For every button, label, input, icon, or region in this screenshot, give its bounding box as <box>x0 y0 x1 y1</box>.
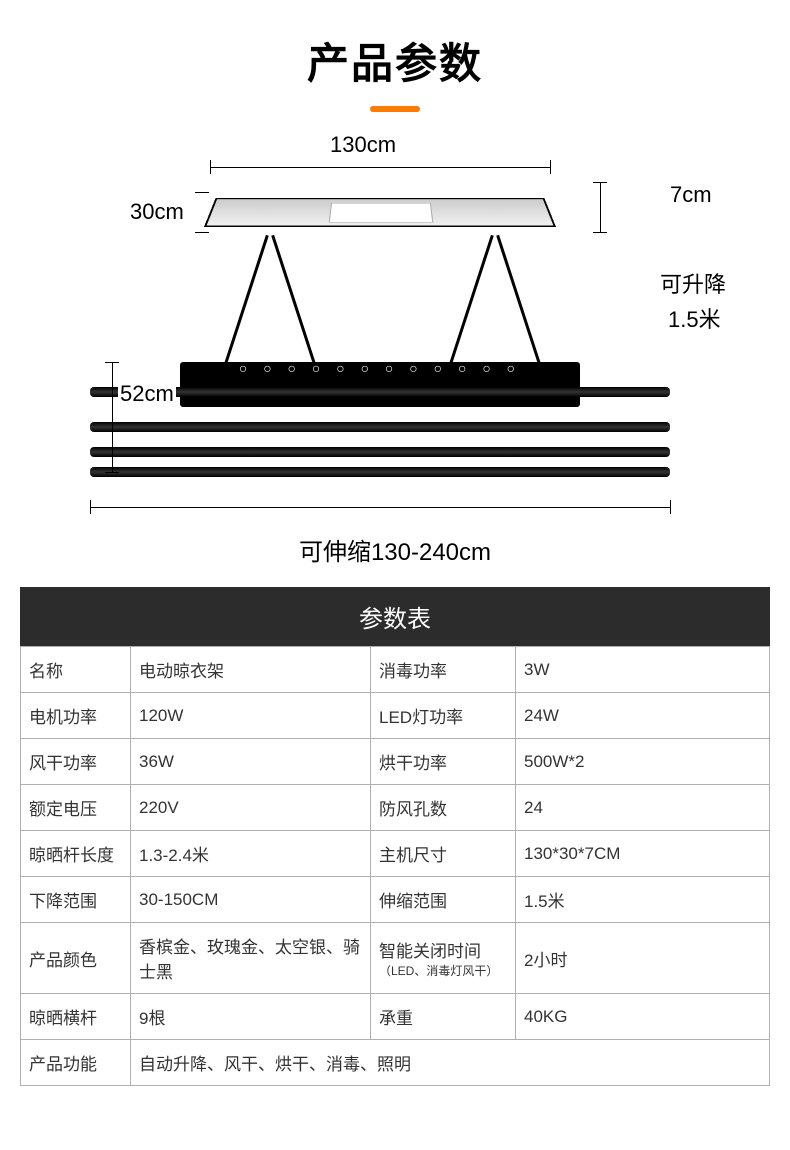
spec-value: 9根 <box>131 994 371 1040</box>
spec-value: 3W <box>516 647 770 693</box>
spec-label: 主机尺寸 <box>371 831 516 877</box>
rack-illustration <box>90 362 670 482</box>
table-row: 风干功率36W烘干功率500W*2 <box>21 739 770 785</box>
product-diagram: 130cm 30cm 7cm 可升降 1.5米 52cm <box>20 137 770 567</box>
dim-depth: 30cm <box>130 199 184 225</box>
dim-tick <box>670 500 671 514</box>
specs-table: 名称电动晾衣架消毒功率3W电机功率120WLED灯功率24W风干功率36W烘干功… <box>20 646 770 1086</box>
table-row: 晾晒杆长度1.3-2.4米主机尺寸130*30*7CM <box>21 831 770 877</box>
rack-bar <box>90 467 670 477</box>
dim-top-width: 130cm <box>330 132 396 158</box>
scissor-arm <box>271 235 316 364</box>
spec-label: 智能关闭时间（LED、消毒灯风干） <box>371 923 516 994</box>
specs-section: 参数表 名称电动晾衣架消毒功率3W电机功率120WLED灯功率24W风干功率36… <box>20 587 770 1086</box>
spec-label: 烘干功率 <box>371 739 516 785</box>
rack-main-body <box>180 362 580 407</box>
dim-tick <box>105 472 119 473</box>
specs-table-header: 参数表 <box>20 587 770 646</box>
spec-label: 承重 <box>371 994 516 1040</box>
spec-value: 40KG <box>516 994 770 1040</box>
dim-thickness-line <box>600 182 601 232</box>
spec-label: 消毒功率 <box>371 647 516 693</box>
dim-tick <box>593 182 607 183</box>
spec-label-note: （LED、消毒灯风干） <box>379 962 507 979</box>
table-row: 下降范围30-150CM伸缩范围1.5米 <box>21 877 770 923</box>
rack-bar <box>90 422 670 432</box>
spec-value: 500W*2 <box>516 739 770 785</box>
spec-label: 名称 <box>21 647 131 693</box>
dim-bottom-line <box>90 507 670 508</box>
table-row: 电机功率120WLED灯功率24W <box>21 693 770 739</box>
rack-bar <box>90 387 670 397</box>
spec-value: 120W <box>131 693 371 739</box>
spec-label: 晾晒杆长度 <box>21 831 131 877</box>
table-row: 名称电动晾衣架消毒功率3W <box>21 647 770 693</box>
dim-tick <box>90 500 91 514</box>
scissor-arm <box>224 235 269 364</box>
spec-value: 24W <box>516 693 770 739</box>
dim-lift-value: 1.5米 <box>668 302 721 334</box>
spec-label: LED灯功率 <box>371 693 516 739</box>
spec-label: 电机功率 <box>21 693 131 739</box>
dim-side-line <box>112 362 113 472</box>
table-row: 晾晒横杆9根承重40KG <box>21 994 770 1040</box>
spec-value: 30-150CM <box>131 877 371 923</box>
spec-value: 130*30*7CM <box>516 831 770 877</box>
scissor-arm <box>449 235 494 364</box>
spec-value: 36W <box>131 739 371 785</box>
spec-value: 220V <box>131 785 371 831</box>
dim-top-line <box>210 167 550 168</box>
spec-label: 产品功能 <box>21 1040 131 1086</box>
scissor-arm <box>496 235 541 364</box>
ceiling-unit-illustration <box>204 198 556 227</box>
spec-value: 1.5米 <box>516 877 770 923</box>
dim-tick <box>195 192 209 193</box>
table-row: 额定电压220V防风孔数24 <box>21 785 770 831</box>
table-row: 产品功能自动升降、风干、烘干、消毒、照明 <box>21 1040 770 1086</box>
spec-value: 自动升降、风干、烘干、消毒、照明 <box>131 1040 770 1086</box>
spec-value: 2小时 <box>516 923 770 994</box>
dim-lift-label: 可升降 <box>660 267 726 299</box>
dim-extend-label: 可伸缩130-240cm <box>20 532 770 567</box>
dim-thickness: 7cm <box>670 182 712 208</box>
dim-tick <box>210 160 211 174</box>
dim-tick <box>105 362 119 363</box>
spec-label: 风干功率 <box>21 739 131 785</box>
spec-value: 24 <box>516 785 770 831</box>
dim-side-width: 52cm <box>118 381 176 407</box>
title-underline <box>370 106 420 112</box>
rack-bar <box>90 447 670 457</box>
spec-value: 电动晾衣架 <box>131 647 371 693</box>
spec-value: 1.3-2.4米 <box>131 831 371 877</box>
spec-label: 伸缩范围 <box>371 877 516 923</box>
spec-label: 额定电压 <box>21 785 131 831</box>
dim-tick <box>593 232 607 233</box>
spec-label: 晾晒横杆 <box>21 994 131 1040</box>
dim-tick <box>195 232 209 233</box>
table-row: 产品颜色香槟金、玫瑰金、太空银、骑士黑智能关闭时间（LED、消毒灯风干）2小时 <box>21 923 770 994</box>
spec-label: 产品颜色 <box>21 923 131 994</box>
dim-tick <box>550 160 551 174</box>
page-title: 产品参数 <box>20 30 770 91</box>
spec-label: 下降范围 <box>21 877 131 923</box>
spec-label: 防风孔数 <box>371 785 516 831</box>
spec-value: 香槟金、玫瑰金、太空银、骑士黑 <box>131 923 371 994</box>
